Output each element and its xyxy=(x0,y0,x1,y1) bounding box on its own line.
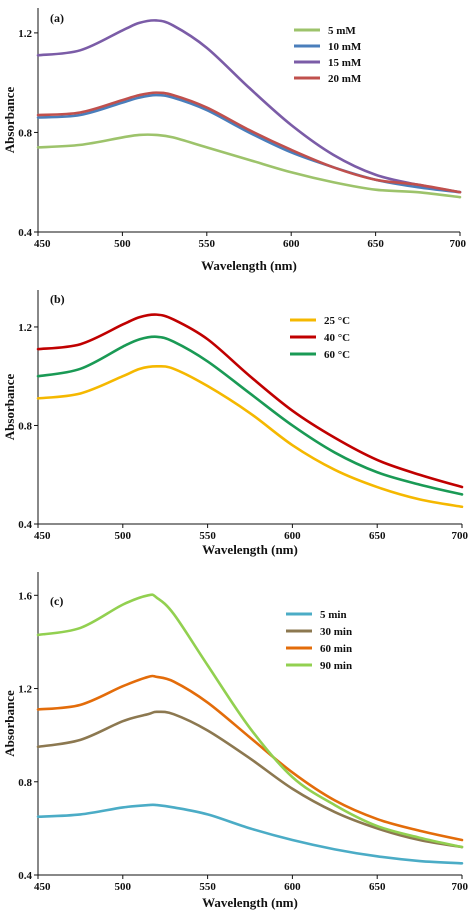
y-tick-label: 0.8 xyxy=(18,777,32,789)
legend-label: 10 mM xyxy=(328,41,362,53)
legend-label: 60 min xyxy=(320,643,352,655)
x-tick-label: 500 xyxy=(115,530,132,542)
y-tick-label: 0.4 xyxy=(18,870,32,882)
x-axis-title: Wavelength (nm) xyxy=(201,258,297,273)
x-tick-label: 600 xyxy=(283,238,300,250)
legend-label: 40 °C xyxy=(324,332,350,344)
series-line-2 xyxy=(36,19,462,194)
chart-panel-b: 450 500 550 600 650 700 0.4 0.8 1.2 Wavelength (n… xyxy=(2,290,469,557)
x-tick-label: 700 xyxy=(452,530,469,542)
x-tick-label: 450 xyxy=(34,238,51,250)
x-tick-label: 650 xyxy=(369,530,386,542)
y-tick-label: 1.2 xyxy=(18,684,32,696)
series-line-0 xyxy=(36,133,462,199)
series-line-1 xyxy=(36,93,462,194)
series-line-1 xyxy=(36,313,464,489)
series-line-0 xyxy=(36,364,464,509)
x-axis-title: Wavelength (nm) xyxy=(202,895,298,910)
y-axis-title: Absorbance xyxy=(2,690,17,757)
y-axis-title: Absorbance xyxy=(2,374,17,441)
chart-panel-c: 450 500 550 600 650 700 0.4 0.8 1.2 1.6 Wavelength… xyxy=(2,572,469,910)
series-line-3 xyxy=(36,593,464,849)
panel-label: (c) xyxy=(50,594,63,608)
legend-label: 90 min xyxy=(320,660,352,672)
x-tick-label: 550 xyxy=(199,881,216,893)
panel-label: (b) xyxy=(50,292,65,306)
x-tick-label: 600 xyxy=(284,530,301,542)
series-line-1 xyxy=(36,710,464,849)
legend-label: 5 mM xyxy=(328,25,356,37)
x-tick-label: 700 xyxy=(452,881,469,893)
legend-label: 15 mM xyxy=(328,57,362,69)
x-tick-label: 550 xyxy=(199,238,216,250)
chart-panel-a: 450 500 550 600 650 700 0.4 0.8 1.2 Wavelength (n… xyxy=(2,8,467,273)
y-tick-label: 0.4 xyxy=(18,227,32,239)
legend-label: 5 min xyxy=(320,609,347,621)
series-line-3 xyxy=(36,91,462,194)
y-tick-label: 1.2 xyxy=(18,28,32,40)
legend-label: 30 min xyxy=(320,626,352,638)
y-tick-label: 0.8 xyxy=(18,127,32,139)
x-tick-label: 500 xyxy=(115,881,132,893)
y-tick-label: 1.6 xyxy=(18,590,32,602)
panel-label: (a) xyxy=(50,11,64,25)
x-tick-label: 450 xyxy=(34,881,51,893)
legend-label: 20 mM xyxy=(328,73,362,85)
y-tick-label: 0.4 xyxy=(18,519,32,531)
x-tick-label: 700 xyxy=(450,238,467,250)
series-line-2 xyxy=(36,335,464,496)
series-line-2 xyxy=(36,674,464,842)
legend-label: 60 °C xyxy=(324,349,350,361)
x-tick-label: 550 xyxy=(199,530,216,542)
y-tick-label: 0.8 xyxy=(18,420,32,432)
x-tick-label: 650 xyxy=(369,881,386,893)
legend-label: 25 °C xyxy=(324,315,350,327)
x-tick-label: 650 xyxy=(367,238,384,250)
y-tick-label: 1.2 xyxy=(18,322,32,334)
x-tick-label: 600 xyxy=(284,881,301,893)
x-axis-title: Wavelength (nm) xyxy=(202,542,298,557)
y-axis-title: Absorbance xyxy=(2,87,17,154)
x-tick-label: 500 xyxy=(114,238,131,250)
x-tick-label: 450 xyxy=(34,530,51,542)
series-line-0 xyxy=(36,803,464,865)
